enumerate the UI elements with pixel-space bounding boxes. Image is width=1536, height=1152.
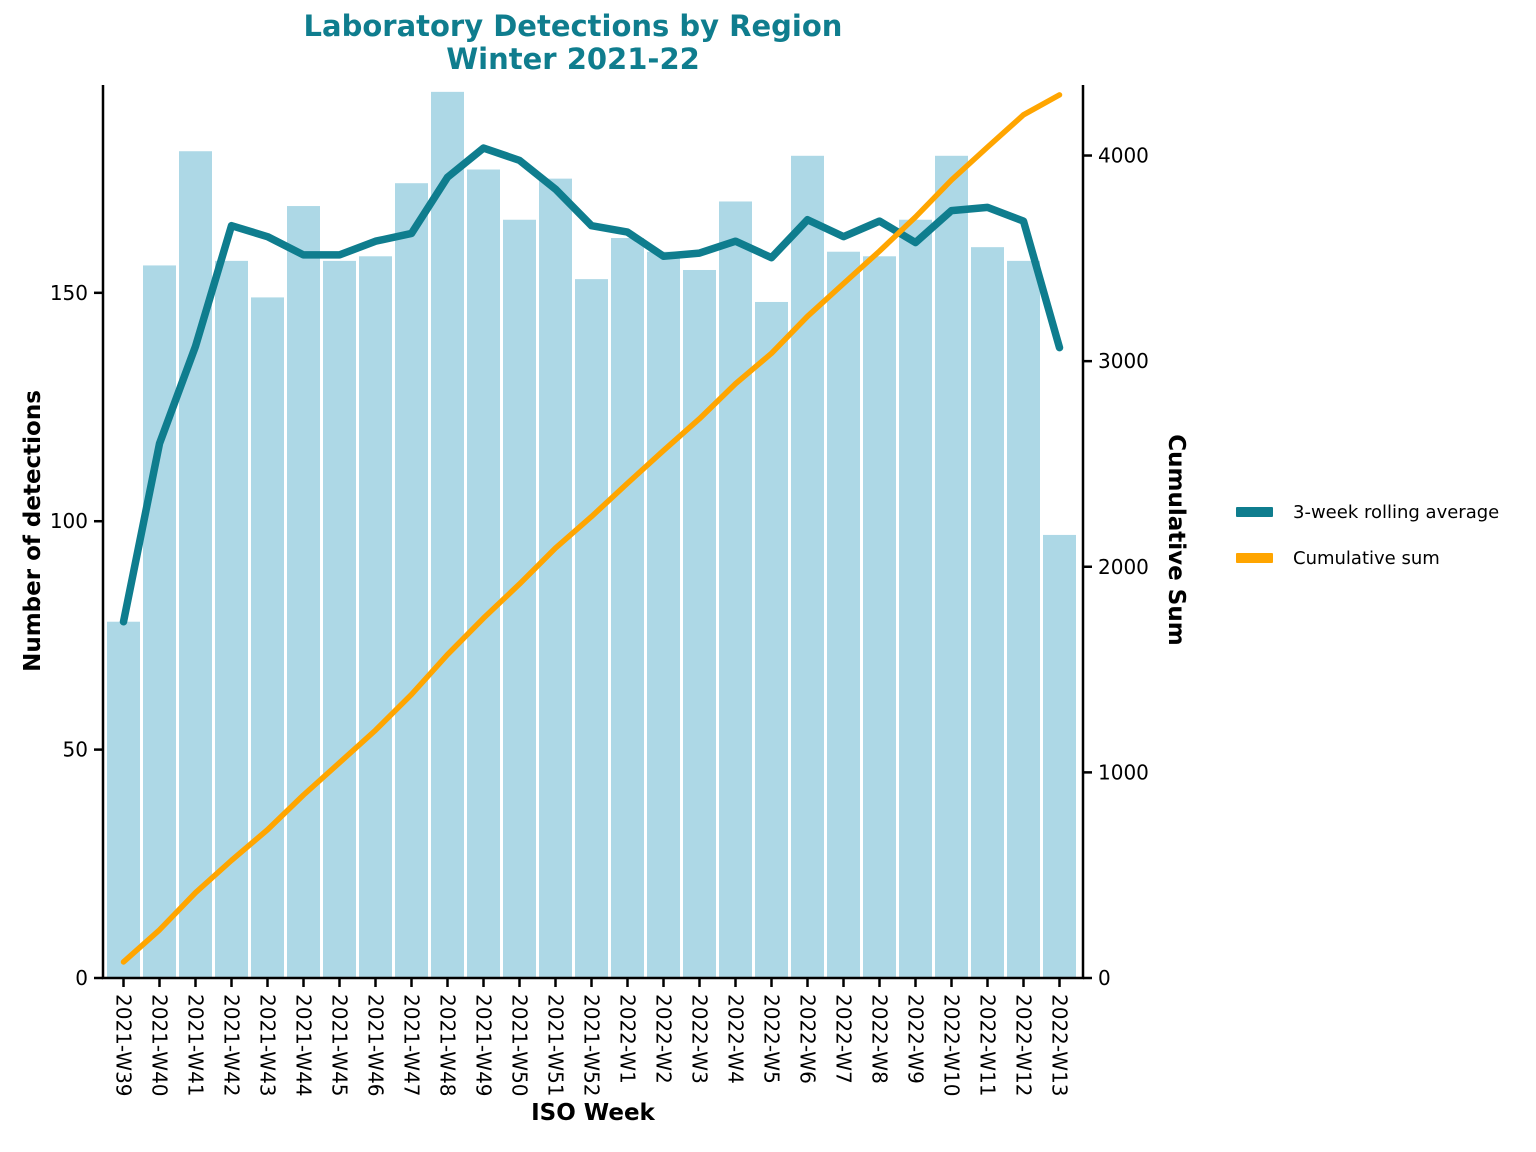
chart-title: Laboratory Detections by Region Winter 2… [103, 9, 1043, 77]
legend-swatch-cumulative-sum [1236, 553, 1273, 563]
x-tick-label: 2021-W41 [184, 994, 208, 1097]
x-tick-label: 2021-W49 [472, 994, 496, 1097]
cumulative-sum-line [120, 92, 1063, 965]
detections-bar [935, 155, 968, 978]
y-tick-label-left: 0 [75, 966, 88, 990]
detections-bar [575, 279, 608, 978]
detections-bar [323, 260, 356, 978]
legend-item-rolling-average: 3-week rolling average [1236, 497, 1499, 527]
detections-bar [1007, 260, 1040, 978]
detections-bar [503, 219, 536, 978]
x-tick-label: 2022-W5 [760, 994, 784, 1084]
detections-bar [719, 201, 752, 978]
detections-bar [107, 621, 140, 978]
y-axis-label-left: Number of detections [20, 390, 46, 672]
x-tick-label: 2021-W40 [148, 994, 172, 1097]
x-tick-label: 2021-W42 [220, 994, 244, 1097]
detections-bar [611, 238, 644, 979]
x-axis-label: ISO Week [531, 1100, 655, 1126]
detections-bar [827, 251, 860, 979]
x-tick-label: 2021-W50 [508, 994, 532, 1097]
x-tick-label: 2021-W44 [292, 994, 316, 1097]
detections-bar [143, 265, 176, 978]
legend-swatch-rolling-average [1236, 507, 1273, 517]
x-tick-label: 2022-W12 [1012, 994, 1036, 1097]
y-axis-label-right: Cumulative Sum [1163, 434, 1189, 646]
x-tick-label: 2021-W46 [364, 994, 388, 1097]
detections-bar [395, 183, 428, 979]
x-tick-label: 2022-W10 [940, 994, 964, 1097]
y-tick-label-left: 100 [50, 509, 88, 533]
x-tick-label: 2022-W11 [976, 994, 1000, 1097]
x-tick-label: 2021-W47 [400, 994, 424, 1097]
x-tick-label: 2022-W4 [724, 994, 748, 1084]
y-tick-label-right: 1000 [1098, 760, 1149, 784]
detections-bar [899, 219, 932, 978]
x-tick-label: 2022-W13 [1048, 994, 1072, 1097]
chart-title-line1: Laboratory Detections by Region [303, 9, 843, 43]
x-tick-label: 2021-W45 [328, 994, 352, 1097]
y-tick-label-left: 50 [63, 738, 88, 762]
detections-bar [1043, 534, 1076, 978]
chart-title-line2: Winter 2021-22 [446, 42, 700, 77]
x-tick-label: 2022-W7 [832, 994, 856, 1084]
x-tick-label: 2021-W48 [436, 994, 460, 1097]
x-tick-label: 2022-W2 [652, 994, 676, 1084]
detections-bar [863, 256, 896, 978]
detections-bar [251, 297, 284, 979]
detections-bar [359, 256, 392, 978]
x-tick-label: 2021-W43 [256, 994, 280, 1097]
x-tick-label: 2021-W52 [580, 994, 604, 1097]
legend-item-cumulative-sum: Cumulative sum [1236, 543, 1499, 573]
detections-bar [539, 178, 572, 978]
legend-label-rolling-average: 3-week rolling average [1293, 501, 1500, 523]
x-tick-label: 2022-W9 [904, 994, 928, 1084]
x-tick-label: 2021-W39 [112, 994, 136, 1097]
detections-bar [971, 247, 1004, 978]
legend-label-cumulative-sum: Cumulative sum [1293, 547, 1440, 569]
detections-bar [467, 169, 500, 978]
y-tick-label-left: 150 [50, 281, 88, 305]
detections-bar [683, 269, 716, 978]
y-tick-label-right: 0 [1098, 966, 1111, 990]
legend: 3-week rolling average Cumulative sum [1236, 497, 1499, 573]
detections-bar [791, 155, 824, 978]
x-tick-label: 2022-W8 [868, 994, 892, 1084]
detections-bar [431, 91, 464, 978]
x-tick-label: 2022-W1 [616, 994, 640, 1084]
rolling-average-line [119, 144, 1064, 626]
x-tick-label: 2022-W3 [688, 994, 712, 1084]
detections-bar [647, 251, 680, 979]
detections-bar [755, 301, 788, 978]
y-tick-label-right: 3000 [1098, 349, 1149, 373]
x-tick-label: 2021-W51 [544, 994, 568, 1097]
detections-bar [179, 151, 212, 979]
y-tick-label-right: 2000 [1098, 555, 1149, 579]
y-tick-label-right: 4000 [1098, 144, 1149, 168]
detections-bar [287, 206, 320, 979]
x-tick-label: 2022-W6 [796, 994, 820, 1084]
